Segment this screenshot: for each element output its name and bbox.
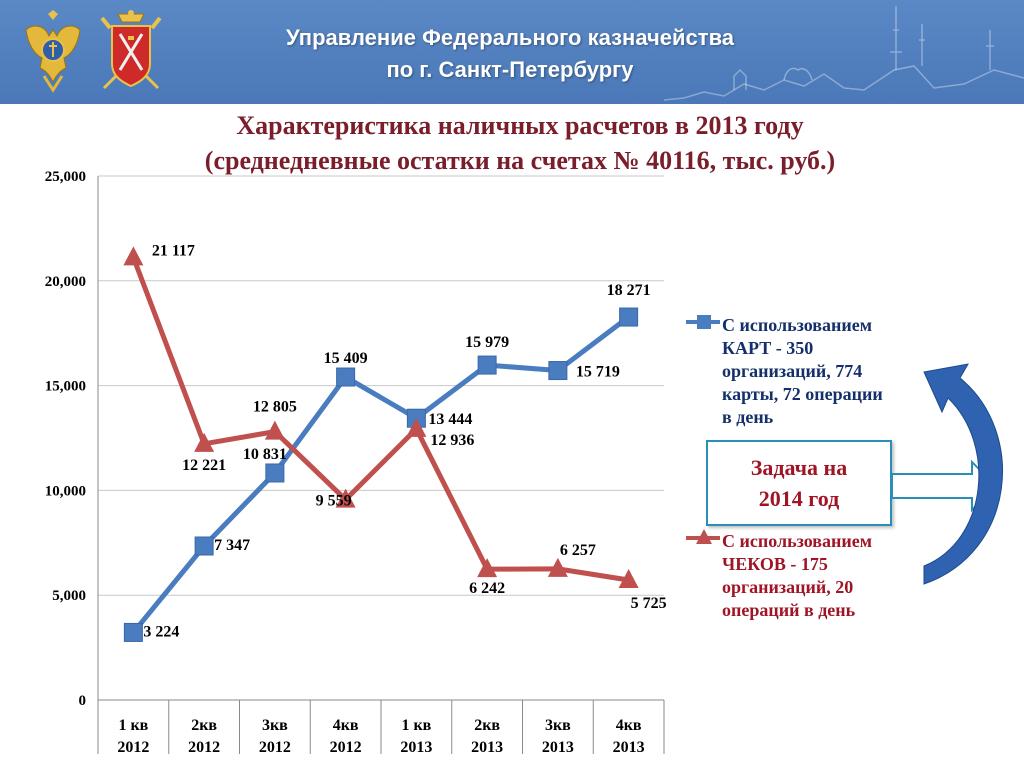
data-label: 7 347 bbox=[214, 537, 250, 554]
data-label: 18 271 bbox=[607, 282, 651, 299]
legend-text-line: ЧЕКОВ - 175 bbox=[722, 554, 828, 574]
x-tick-label: 2013 bbox=[542, 739, 574, 756]
legend-text-line: организаций, 20 bbox=[722, 577, 854, 597]
data-label: 12 805 bbox=[253, 399, 297, 416]
data-point bbox=[264, 420, 285, 440]
data-point bbox=[194, 432, 215, 452]
data-label: 15 979 bbox=[465, 334, 509, 351]
data-point bbox=[619, 307, 639, 327]
legend-marker bbox=[697, 315, 711, 329]
x-tick-label: 2012 bbox=[188, 739, 220, 756]
task-text-line2: 2014 год bbox=[758, 486, 840, 511]
data-point bbox=[265, 463, 285, 483]
data-point bbox=[335, 488, 356, 508]
data-point bbox=[477, 355, 497, 375]
legend-entry-cards: С использованием КАРТ - 350 организаций, 7… bbox=[722, 314, 952, 429]
header-title-line1: Управление Федерального казначейства bbox=[285, 25, 735, 50]
chart-title-line2: (среднедневные остатки на счетах № 40116… bbox=[204, 146, 836, 175]
data-label: 15 719 bbox=[576, 364, 620, 381]
city-skyline-icon bbox=[664, 6, 1024, 101]
data-point bbox=[477, 558, 498, 578]
x-tick-label: 1 кв bbox=[118, 717, 148, 734]
header-banner: Управление Федерального казначейства по … bbox=[0, 0, 1024, 104]
legend-text-line: организаций, 774 bbox=[722, 361, 863, 381]
data-label: 15 409 bbox=[324, 350, 368, 367]
header-title-line2: по г. Санкт-Петербургу bbox=[386, 57, 634, 82]
data-label: 13 444 bbox=[428, 411, 472, 428]
data-point bbox=[336, 367, 356, 387]
x-tick-label: 2013 bbox=[400, 739, 432, 756]
x-tick-label: 3кв bbox=[262, 717, 288, 734]
series-line bbox=[131, 256, 630, 583]
x-tick-label: 2012 bbox=[259, 739, 291, 756]
series-line bbox=[131, 315, 631, 635]
data-point bbox=[406, 417, 427, 437]
data-point bbox=[123, 246, 144, 266]
data-point bbox=[547, 557, 568, 577]
y-tick-label: 10,000 bbox=[45, 483, 86, 499]
x-tick-label: 2012 bbox=[117, 739, 149, 756]
x-tick-label: 4кв bbox=[616, 717, 642, 734]
chart-title-line1: Характеристика наличных расчетов в 2013 … bbox=[236, 111, 804, 140]
data-label: 10 831 bbox=[243, 446, 287, 463]
task-text-line1: Задача на bbox=[750, 455, 848, 480]
x-tick-label: 1 кв bbox=[401, 717, 431, 734]
legend-text-line: в день bbox=[722, 407, 774, 427]
x-tick-label: 2012 bbox=[330, 739, 362, 756]
legend-text-line: С использованием bbox=[722, 315, 873, 335]
legend-entry-checks: С использованием ЧЕКОВ - 175 организаций, … bbox=[722, 530, 952, 622]
data-point bbox=[194, 536, 214, 556]
st-petersburg-coat-of-arms-icon bbox=[100, 10, 162, 90]
x-tick-label: 2013 bbox=[471, 739, 503, 756]
x-tick-label: 3кв bbox=[545, 717, 571, 734]
data-point bbox=[618, 569, 639, 589]
chart-title: Характеристика наличных расчетов в 2013 … bbox=[110, 108, 930, 178]
data-label: 6 242 bbox=[469, 580, 505, 597]
y-tick-label: 20,000 bbox=[45, 274, 86, 290]
legend-text-line: С использованием bbox=[722, 531, 873, 551]
task-box: Задача на 2014 год bbox=[706, 440, 892, 526]
data-label: 12 936 bbox=[430, 432, 474, 449]
data-point bbox=[123, 622, 143, 642]
y-tick-label: 25,000 bbox=[45, 169, 86, 185]
data-label: 6 257 bbox=[560, 542, 596, 559]
data-point bbox=[548, 361, 568, 381]
data-label: 9 559 bbox=[316, 493, 352, 510]
data-label: 12 221 bbox=[182, 457, 226, 474]
data-label: 3 224 bbox=[143, 623, 179, 640]
legend-text-line: КАРТ - 350 bbox=[722, 338, 814, 358]
x-tick-label: 2кв bbox=[191, 717, 217, 734]
double-headed-eagle-emblem-icon bbox=[25, 10, 81, 93]
y-tick-label: 5,000 bbox=[52, 588, 86, 604]
x-tick-label: 2013 bbox=[613, 739, 645, 756]
legend-text-line: карты, 72 операции bbox=[722, 384, 883, 404]
legend-text-line: операций в день bbox=[722, 600, 856, 620]
x-tick-label: 4кв bbox=[333, 717, 359, 734]
y-tick-label: 15,000 bbox=[45, 379, 86, 395]
legend-marker bbox=[696, 529, 712, 544]
data-label: 21 117 bbox=[152, 242, 195, 259]
data-label: 5 725 bbox=[631, 595, 667, 612]
y-tick-label: 0 bbox=[79, 693, 87, 709]
x-tick-label: 2кв bbox=[474, 717, 500, 734]
